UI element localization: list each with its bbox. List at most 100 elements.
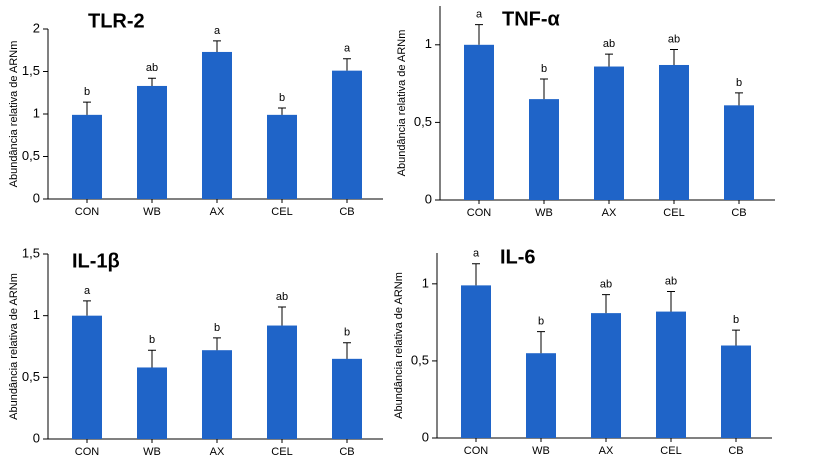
bar [461, 285, 491, 438]
significance-letter: b [541, 63, 547, 75]
significance-letter: b [279, 92, 285, 104]
y-tick-label: 1 [33, 105, 40, 120]
bar [594, 66, 624, 200]
x-tick-label: CEL [660, 445, 681, 457]
y-tick-label: 1 [33, 307, 40, 322]
y-tick-label: 0,5 [414, 114, 432, 129]
significance-letter: b [344, 327, 350, 339]
x-tick-label: CEL [271, 446, 292, 458]
x-tick-label: WB [143, 206, 161, 218]
bar [72, 114, 102, 199]
x-tick-label: WB [532, 445, 550, 457]
x-tick-label: CEL [663, 207, 684, 219]
chart-title: IL-1β [72, 250, 120, 272]
bar [202, 51, 232, 200]
y-axis-label: Abundância relativa de ARNm [393, 272, 405, 419]
y-tick-label: 0 [425, 191, 432, 206]
y-tick-label: 0,5 [411, 352, 429, 367]
error-bar [213, 337, 221, 351]
bar [464, 44, 494, 200]
x-tick-label: CON [75, 206, 100, 218]
significance-letter: b [84, 86, 90, 98]
bar [591, 313, 621, 438]
x-tick-label: CB [728, 445, 743, 457]
x-tick-label: CON [467, 207, 492, 219]
error-bar [475, 24, 483, 45]
significance-letter: ab [668, 33, 680, 45]
bar [721, 345, 751, 438]
error-bar [343, 342, 351, 359]
error-bar [537, 331, 545, 354]
y-tick-label: 0,5 [22, 148, 40, 163]
bar [724, 105, 754, 200]
significance-letter: b [733, 314, 739, 326]
bar [526, 353, 556, 438]
bar [267, 114, 297, 199]
x-tick-label: CB [339, 446, 354, 458]
chart-title: TNF-α [502, 8, 561, 30]
error-bar [343, 58, 351, 71]
error-bar [602, 294, 610, 314]
bar [267, 325, 297, 439]
y-tick-label: 1 [425, 36, 432, 51]
x-tick-label: AX [602, 207, 617, 219]
significance-letter: ab [665, 275, 677, 287]
bar [137, 367, 167, 439]
chart-title: IL-6 [500, 246, 536, 268]
error-bar [148, 77, 156, 86]
bar [332, 70, 362, 200]
significance-letter: a [344, 43, 351, 55]
bar [659, 64, 689, 200]
bar [72, 315, 102, 439]
y-axis-label: Abundância relativa de ARNm [8, 273, 20, 420]
x-tick-label: WB [535, 207, 553, 219]
x-tick-label: WB [143, 446, 161, 458]
significance-letter: ab [146, 62, 158, 74]
significance-letter: b [538, 316, 544, 328]
error-bar [732, 329, 740, 346]
significance-letter: ab [603, 38, 615, 50]
error-bar [148, 349, 156, 368]
y-axis-label: Abundância relativa de ARNm [396, 30, 408, 177]
error-bar [605, 53, 613, 67]
x-tick-label: CEL [271, 206, 292, 218]
x-tick-label: CB [731, 207, 746, 219]
significance-letter: a [473, 248, 480, 260]
significance-letter: b [736, 77, 742, 89]
error-bar [472, 263, 480, 286]
error-bar [540, 78, 548, 100]
y-tick-label: 0,5 [22, 369, 40, 384]
bar [332, 358, 362, 439]
significance-letter: b [214, 322, 220, 334]
bar [656, 311, 686, 438]
significance-letter: ab [600, 279, 612, 291]
error-bar [735, 92, 743, 106]
y-tick-label: 1,5 [22, 245, 40, 260]
error-bar [83, 300, 91, 316]
y-tick-label: 0 [33, 430, 40, 445]
y-tick-label: 1,5 [22, 63, 40, 78]
x-tick-label: CB [339, 206, 354, 218]
error-bar [83, 101, 91, 115]
error-bar [278, 306, 286, 326]
y-tick-label: 0 [33, 190, 40, 205]
significance-letter: b [149, 334, 155, 346]
significance-letter: a [84, 285, 91, 297]
bar [202, 350, 232, 439]
error-bar [670, 48, 678, 65]
x-tick-label: AX [210, 206, 225, 218]
significance-letter: ab [276, 291, 288, 303]
significance-letter: a [214, 25, 221, 37]
x-tick-label: CON [75, 446, 100, 458]
y-tick-label: 0 [422, 429, 429, 444]
y-tick-label: 2 [33, 20, 40, 35]
chart-title: TLR-2 [88, 10, 145, 32]
x-tick-label: AX [210, 446, 225, 458]
bar [137, 85, 167, 199]
error-bar [667, 291, 675, 312]
x-tick-label: AX [599, 445, 614, 457]
y-tick-label: 1 [422, 275, 429, 290]
error-bar [278, 107, 286, 115]
x-tick-label: CON [464, 445, 489, 457]
